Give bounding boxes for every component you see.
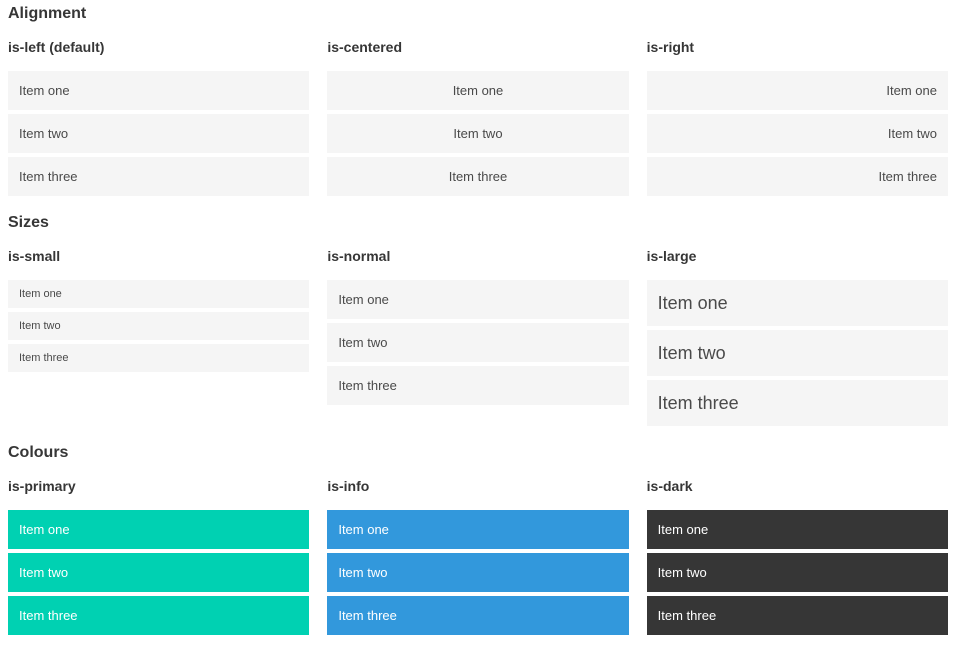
item-list: Item one Item two Item three xyxy=(646,280,948,426)
list-item[interactable]: Item two xyxy=(646,553,948,592)
list-item[interactable]: Item three xyxy=(327,157,629,196)
column-is-info: is-info Item one Item two Item three xyxy=(327,478,629,635)
list-item[interactable]: Item three xyxy=(8,157,310,196)
column-is-dark: is-dark Item one Item two Item three xyxy=(646,478,948,635)
section-sizes: Sizes is-small Item one Item two Item th… xyxy=(8,213,948,426)
item-list: Item one Item two Item three xyxy=(646,71,948,196)
list-item[interactable]: Item one xyxy=(327,510,629,549)
list-item[interactable]: Item one xyxy=(8,280,310,308)
column-label-is-primary: is-primary xyxy=(8,478,76,494)
list-item[interactable]: Item one xyxy=(327,71,629,110)
list-item[interactable]: Item two xyxy=(8,553,310,592)
alignment-columns: is-left (default) Item one Item two Item… xyxy=(8,39,948,196)
list-item[interactable]: Item two xyxy=(646,330,948,376)
list-item[interactable]: Item three xyxy=(646,380,948,426)
list-item[interactable]: Item one xyxy=(646,280,948,326)
list-item[interactable]: Item one xyxy=(646,510,948,549)
list-item[interactable]: Item three xyxy=(8,344,310,372)
item-list: Item one Item two Item three xyxy=(327,71,629,196)
list-item[interactable]: Item three xyxy=(646,157,948,196)
list-item[interactable]: Item two xyxy=(327,114,629,153)
column-is-small: is-small Item one Item two Item three xyxy=(8,248,310,426)
item-list: Item one Item two Item three xyxy=(646,510,948,635)
colours-columns: is-primary Item one Item two Item three … xyxy=(8,478,948,635)
column-label-is-left: is-left (default) xyxy=(8,39,105,55)
list-item[interactable]: Item one xyxy=(646,71,948,110)
list-item[interactable]: Item one xyxy=(8,510,310,549)
column-label-is-small: is-small xyxy=(8,248,61,264)
column-is-right: is-right Item one Item two Item three xyxy=(646,39,948,196)
item-list: Item one Item two Item three xyxy=(8,280,310,372)
section-alignment: Alignment is-left (default) Item one Ite… xyxy=(8,4,948,196)
list-item[interactable]: Item two xyxy=(8,114,310,153)
section-title-alignment: Alignment xyxy=(8,5,87,22)
list-item[interactable]: Item one xyxy=(327,280,629,319)
column-label-is-info: is-info xyxy=(327,478,370,494)
column-label-is-large: is-large xyxy=(646,248,697,264)
section-title-sizes: Sizes xyxy=(8,214,49,231)
column-is-left: is-left (default) Item one Item two Item… xyxy=(8,39,310,196)
column-label-is-centered: is-centered xyxy=(327,39,403,55)
list-item[interactable]: Item three xyxy=(327,596,629,635)
column-is-normal: is-normal Item one Item two Item three xyxy=(327,248,629,426)
item-list: Item one Item two Item three xyxy=(327,280,629,405)
item-list: Item one Item two Item three xyxy=(8,71,310,196)
column-is-primary: is-primary Item one Item two Item three xyxy=(8,478,310,635)
list-item[interactable]: Item three xyxy=(327,366,629,405)
section-colours: Colours is-primary Item one Item two Ite… xyxy=(8,443,948,635)
list-item[interactable]: Item two xyxy=(327,323,629,362)
list-item[interactable]: Item one xyxy=(8,71,310,110)
column-is-centered: is-centered Item one Item two Item three xyxy=(327,39,629,196)
list-item[interactable]: Item three xyxy=(646,596,948,635)
item-list: Item one Item two Item three xyxy=(8,510,310,635)
list-item[interactable]: Item two xyxy=(646,114,948,153)
list-item[interactable]: Item three xyxy=(8,596,310,635)
sizes-columns: is-small Item one Item two Item three is… xyxy=(8,248,948,426)
column-is-large: is-large Item one Item two Item three xyxy=(646,248,948,426)
list-item[interactable]: Item two xyxy=(327,553,629,592)
section-title-colours: Colours xyxy=(8,444,69,461)
column-label-is-normal: is-normal xyxy=(327,248,391,264)
list-item[interactable]: Item two xyxy=(8,312,310,340)
column-label-is-dark: is-dark xyxy=(646,478,693,494)
item-list: Item one Item two Item three xyxy=(327,510,629,635)
column-label-is-right: is-right xyxy=(646,39,695,55)
